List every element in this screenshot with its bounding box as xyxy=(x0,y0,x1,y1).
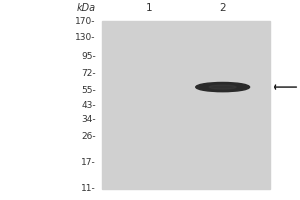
Text: 2: 2 xyxy=(219,3,226,13)
Bar xyxy=(137,21,234,189)
Bar xyxy=(146,21,226,189)
Bar xyxy=(140,21,231,189)
Ellipse shape xyxy=(196,82,250,92)
Bar xyxy=(122,21,249,189)
Bar xyxy=(131,21,240,189)
Bar xyxy=(102,21,270,189)
Bar xyxy=(113,21,258,189)
Text: kDa: kDa xyxy=(76,3,96,13)
Bar xyxy=(143,21,229,189)
Bar xyxy=(102,21,270,189)
Text: 26-: 26- xyxy=(81,132,96,141)
Bar xyxy=(119,21,252,189)
Text: 55-: 55- xyxy=(81,86,96,95)
Text: 72-: 72- xyxy=(81,69,96,78)
Bar xyxy=(105,21,267,189)
Bar xyxy=(116,21,255,189)
Text: 130-: 130- xyxy=(75,33,96,42)
Text: 1: 1 xyxy=(146,3,152,13)
Bar xyxy=(108,21,264,189)
Text: 170-: 170- xyxy=(75,17,96,26)
Text: 11-: 11- xyxy=(81,184,96,193)
Bar xyxy=(155,21,217,189)
Bar xyxy=(149,21,223,189)
Text: 43-: 43- xyxy=(81,101,96,110)
Text: 17-: 17- xyxy=(81,158,96,167)
Ellipse shape xyxy=(209,85,236,89)
Bar xyxy=(128,21,243,189)
Text: 34-: 34- xyxy=(81,115,96,124)
Bar xyxy=(134,21,237,189)
Bar xyxy=(125,21,246,189)
Text: 95-: 95- xyxy=(81,52,96,61)
Bar xyxy=(152,21,220,189)
Bar xyxy=(158,21,214,189)
Bar xyxy=(110,21,261,189)
